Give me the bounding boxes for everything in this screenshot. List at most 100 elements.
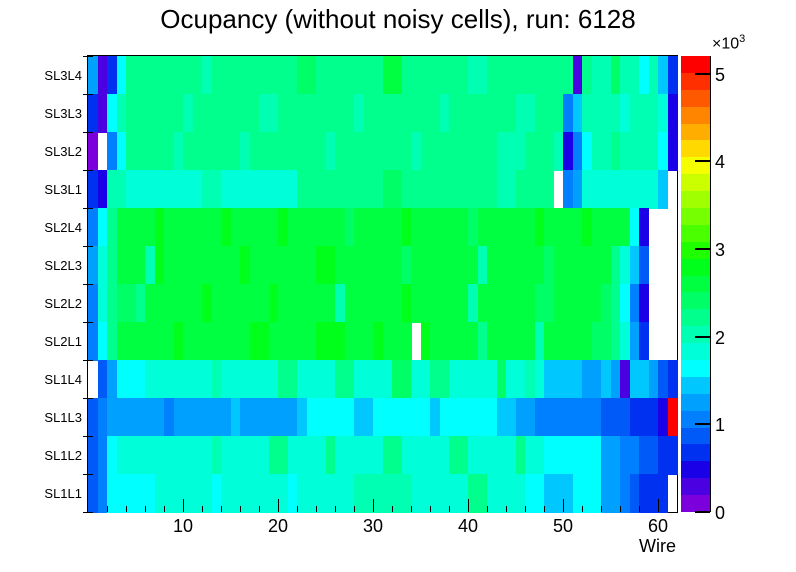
heatmap-cell bbox=[192, 94, 260, 133]
y-axis-label-sl3l3: SL3L3 bbox=[44, 106, 82, 121]
heatmap-cell bbox=[601, 398, 630, 437]
heatmap-cell bbox=[430, 322, 478, 361]
colorbar-band bbox=[681, 72, 710, 90]
heatmap-cell bbox=[135, 284, 146, 323]
colorbar-band bbox=[681, 477, 710, 496]
heatmap-cell bbox=[202, 170, 222, 209]
y-axis-label-sl1l3: SL1L3 bbox=[44, 410, 82, 425]
heatmap-cell bbox=[506, 360, 526, 399]
colorbar-band bbox=[681, 207, 710, 225]
colorbar-band bbox=[681, 258, 710, 276]
heatmap-cell bbox=[268, 284, 279, 323]
heatmap-cell bbox=[116, 360, 146, 399]
heatmap-cell bbox=[297, 474, 355, 513]
heatmap-cell bbox=[97, 94, 108, 133]
y-axis-label-sl3l4: SL3L4 bbox=[44, 68, 82, 83]
y-axis-tick bbox=[83, 132, 93, 133]
heatmap-cell bbox=[88, 322, 98, 361]
x-axis-tick-label: 50 bbox=[552, 516, 574, 536]
heatmap-cell bbox=[572, 94, 583, 133]
heatmap-cell bbox=[629, 246, 640, 285]
x-axis-major-tick bbox=[373, 499, 374, 512]
heatmap-cell bbox=[629, 322, 640, 361]
heatmap-cell bbox=[420, 132, 497, 171]
x-axis-tick-label: 10 bbox=[172, 516, 194, 536]
heatmap-cell bbox=[515, 94, 535, 133]
x-axis-minor-tick bbox=[430, 506, 431, 512]
heatmap-cell bbox=[221, 436, 269, 475]
heatmap-cell bbox=[401, 246, 412, 285]
heatmap-cell bbox=[477, 284, 535, 323]
y-axis-tick bbox=[83, 360, 93, 361]
heatmap-cell bbox=[544, 474, 573, 513]
heatmap-cell bbox=[411, 132, 421, 171]
heatmap-cell bbox=[553, 246, 611, 285]
heatmap-cell bbox=[591, 132, 611, 171]
x-axis-minor-tick bbox=[126, 506, 127, 512]
heatmap-cell bbox=[354, 94, 364, 133]
heatmap-cell bbox=[610, 132, 621, 171]
heatmap-cell bbox=[88, 284, 98, 323]
x-axis-minor-tick bbox=[677, 506, 678, 512]
heatmap-cell bbox=[335, 132, 412, 171]
heatmap-cell bbox=[88, 398, 98, 437]
heatmap-cell bbox=[639, 208, 649, 247]
heatmap-cell bbox=[563, 170, 573, 209]
heatmap-cell bbox=[259, 94, 279, 133]
heatmap-cell bbox=[430, 360, 450, 399]
heatmap-cell bbox=[496, 132, 526, 171]
heatmap-cell bbox=[639, 284, 649, 323]
heatmap-cell bbox=[287, 208, 345, 247]
heatmap-cell bbox=[116, 246, 146, 285]
x-axis-minor-tick bbox=[164, 506, 165, 512]
colorbar-band bbox=[681, 291, 710, 310]
heatmap-cell bbox=[240, 398, 298, 437]
heatmap-cell bbox=[278, 208, 288, 247]
colorbar-band bbox=[681, 308, 710, 327]
y-axis-tick bbox=[83, 208, 93, 209]
heatmap-cell bbox=[553, 284, 602, 323]
colorbar-tick-label: 3 bbox=[715, 239, 726, 260]
heatmap-cell bbox=[639, 246, 649, 285]
colorbar-tick-label: 1 bbox=[715, 415, 726, 436]
heatmap-cell bbox=[97, 246, 108, 285]
heatmap-cell bbox=[477, 208, 535, 247]
heatmap-cell bbox=[582, 170, 659, 209]
colorbar-band bbox=[681, 325, 710, 344]
heatmap-cell bbox=[620, 360, 630, 399]
heatmap-cell bbox=[107, 360, 117, 399]
heatmap-cell bbox=[515, 170, 554, 209]
heatmap-cell bbox=[620, 132, 659, 171]
colorbar-band bbox=[681, 89, 710, 107]
y-axis-tick bbox=[83, 474, 93, 475]
heatmap-cell bbox=[468, 474, 488, 513]
heatmap-cell bbox=[354, 398, 374, 437]
heatmap-cell bbox=[658, 56, 668, 95]
heatmap-cell bbox=[449, 436, 469, 475]
heatmap-cell bbox=[221, 474, 288, 513]
heatmap-cell bbox=[449, 94, 516, 133]
x-axis-minor-tick bbox=[601, 506, 602, 512]
heatmap-cell bbox=[525, 474, 545, 513]
heatmap-cell bbox=[97, 284, 108, 323]
heatmap-cell bbox=[183, 132, 241, 171]
heatmap-cell bbox=[582, 360, 602, 399]
heatmap-cell bbox=[487, 246, 545, 285]
heatmap-cell bbox=[211, 360, 222, 399]
heatmap-cell bbox=[240, 246, 250, 285]
y-axis-tick bbox=[83, 56, 93, 57]
heatmap-cell bbox=[107, 322, 117, 361]
heatmap-cell bbox=[183, 322, 250, 361]
x-axis-major-tick bbox=[563, 499, 564, 512]
heatmap-cell bbox=[544, 208, 583, 247]
heatmap-cell bbox=[658, 94, 668, 133]
heatmap-cell bbox=[658, 132, 668, 171]
colorbar-band bbox=[681, 494, 710, 512]
heatmap-cell bbox=[382, 56, 402, 95]
heatmap-cell bbox=[278, 284, 336, 323]
heatmap-cell bbox=[344, 322, 374, 361]
heatmap-cell bbox=[477, 246, 488, 285]
heatmap-cell bbox=[629, 208, 640, 247]
y-axis-tick bbox=[83, 322, 93, 323]
heatmap-cell bbox=[610, 56, 621, 95]
